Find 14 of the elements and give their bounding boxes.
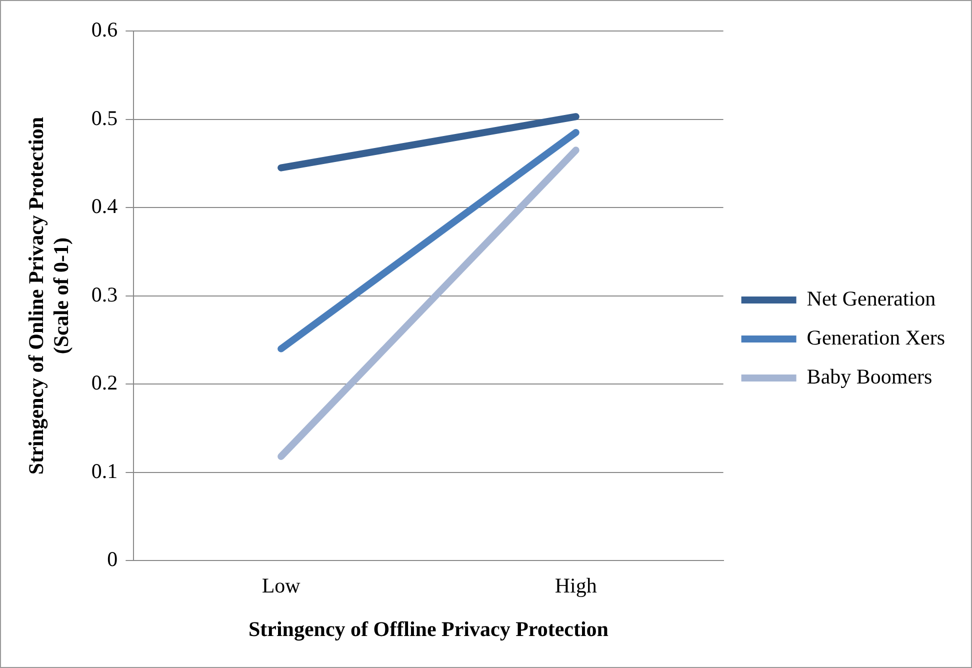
- legend-label: Baby Boomers: [806, 364, 932, 389]
- y-tick-label: 0.2: [91, 370, 118, 395]
- y-tick-label: 0: [107, 547, 118, 572]
- y-tick-label: 0.6: [91, 18, 118, 42]
- y-tick-label: 0.1: [91, 458, 118, 483]
- x-tick-label: High: [554, 574, 598, 598]
- y-tick-label: 0.3: [91, 282, 118, 306]
- x-tick-label: Low: [262, 574, 302, 598]
- legend-label: Generation Xers: [806, 326, 946, 350]
- x-axis-title: Stringency of Offline Privacy Protection: [248, 616, 609, 641]
- y-tick-label: 0.4: [91, 194, 118, 218]
- legend-label: Net Generation: [806, 286, 936, 311]
- y-tick-label: 0.5: [91, 106, 118, 130]
- y-axis-title: Stringency of Online Privacy Protection (Scale of 0-1): [24, 116, 74, 475]
